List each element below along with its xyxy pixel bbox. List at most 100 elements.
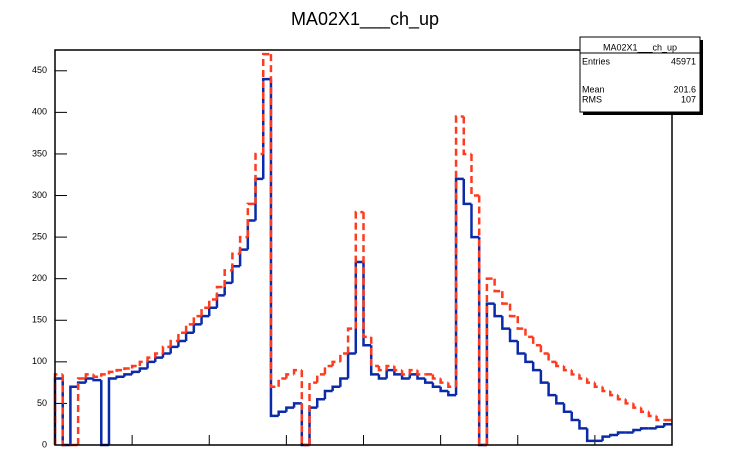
histogram-bin <box>385 368 395 379</box>
y-tick-label: 0 <box>42 439 47 449</box>
histogram-bin <box>485 277 495 445</box>
histogram-bin <box>369 345 379 376</box>
chart-title: MA02X1___ch_up <box>291 9 439 30</box>
x-tick-label: 200 <box>356 448 371 450</box>
histogram-bin <box>292 402 302 408</box>
histogram-bin <box>269 54 279 389</box>
histogram-bin <box>339 352 349 362</box>
histogram-bin <box>377 374 387 380</box>
x-tick-label: 100 <box>202 448 217 450</box>
histogram-bin <box>470 153 480 197</box>
histogram-bin <box>508 328 518 343</box>
y-tick-label: 200 <box>32 273 47 283</box>
histogram-bin <box>377 366 387 372</box>
histogram-bin <box>501 291 511 305</box>
histogram-bin <box>323 389 333 400</box>
histogram-bin <box>246 202 256 238</box>
histogram-bin <box>346 327 356 354</box>
histogram-bin <box>154 352 163 358</box>
histogram-bin <box>624 399 634 405</box>
histogram-bin <box>609 390 619 397</box>
histogram-bin <box>639 427 649 431</box>
histogram-bin <box>400 374 410 380</box>
histogram-bin <box>123 373 133 377</box>
y-tick-label: 450 <box>32 65 47 75</box>
histogram-bin <box>439 378 449 384</box>
histogram-bin <box>315 398 325 408</box>
y-tick-label: 350 <box>32 148 47 158</box>
histogram-bin <box>184 331 194 342</box>
histogram-bin <box>130 370 140 375</box>
histogram-bin <box>138 367 148 372</box>
histogram-bin <box>161 345 171 354</box>
histogram-bin <box>462 116 472 156</box>
histogram-bin <box>516 341 526 355</box>
histogram-bin <box>632 428 642 433</box>
histogram-bin <box>154 356 163 362</box>
histogram-bin <box>516 316 526 330</box>
histogram-bin <box>585 428 595 443</box>
histogram-bin <box>593 382 603 389</box>
histogram-bin <box>585 378 595 384</box>
histogram-bin <box>508 303 518 318</box>
x-tick-label: 400 <box>664 448 679 450</box>
x-tick-label: 250 <box>433 448 448 450</box>
histogram-bin <box>393 370 403 376</box>
histogram-bin <box>292 368 302 375</box>
histogram-bin <box>200 306 210 317</box>
histogram-bin <box>215 285 225 300</box>
histogram-bin <box>169 345 179 354</box>
histogram-bin <box>639 407 649 413</box>
histogram-bin <box>169 339 179 347</box>
histogram-bin <box>115 368 125 372</box>
stats-value: 45971 <box>671 56 696 66</box>
stats-label: Mean <box>582 84 605 94</box>
histogram-bin <box>223 269 233 287</box>
histogram-bin <box>601 435 611 441</box>
histogram-bin <box>208 306 217 317</box>
histogram-bin <box>423 378 433 384</box>
histogram-bin <box>315 373 325 383</box>
histogram-bin <box>562 403 572 413</box>
y-tick-label: 400 <box>32 107 47 117</box>
histogram-bin <box>609 433 619 437</box>
histogram-bin <box>146 360 156 369</box>
histogram-bin <box>339 377 349 387</box>
y-tick-label: 150 <box>32 315 47 325</box>
histogram-bin <box>76 377 86 445</box>
histogram-bin <box>501 316 511 330</box>
histogram-bin <box>655 425 665 429</box>
histogram-bin <box>84 377 94 383</box>
histogram-bin <box>130 364 140 369</box>
histogram-bin <box>200 314 210 325</box>
histogram-bin <box>177 339 187 347</box>
histogram-bin <box>531 336 541 347</box>
histogram-bin <box>632 403 642 409</box>
histogram-bin <box>663 422 672 427</box>
histogram-bin <box>431 382 441 389</box>
histogram-bin <box>524 328 534 339</box>
histogram-bin <box>107 377 117 445</box>
histogram-bin <box>616 431 626 436</box>
histogram-bin <box>177 331 187 342</box>
histogram-bin <box>184 323 194 333</box>
x-tick-label: 50 <box>127 448 137 450</box>
histogram-bin <box>470 203 480 239</box>
histogram-bin <box>416 374 426 380</box>
histogram-bin <box>123 367 133 371</box>
y-tick-label: 100 <box>32 356 47 366</box>
histogram-bin <box>362 212 372 339</box>
stats-value: 107 <box>681 94 696 104</box>
x-tick-label: 150 <box>279 448 294 450</box>
histogram-bin <box>146 356 156 362</box>
histogram-bin <box>92 378 102 382</box>
histogram-bin <box>285 373 295 379</box>
histogram-bin <box>400 370 410 376</box>
histogram-bin <box>69 385 79 445</box>
histogram-bin <box>493 278 503 293</box>
histogram-bin <box>84 373 94 379</box>
histogram-bin <box>285 406 295 412</box>
histogram-bin <box>393 366 403 372</box>
stats-label: Entries <box>582 56 611 66</box>
histogram-bin <box>578 374 588 380</box>
